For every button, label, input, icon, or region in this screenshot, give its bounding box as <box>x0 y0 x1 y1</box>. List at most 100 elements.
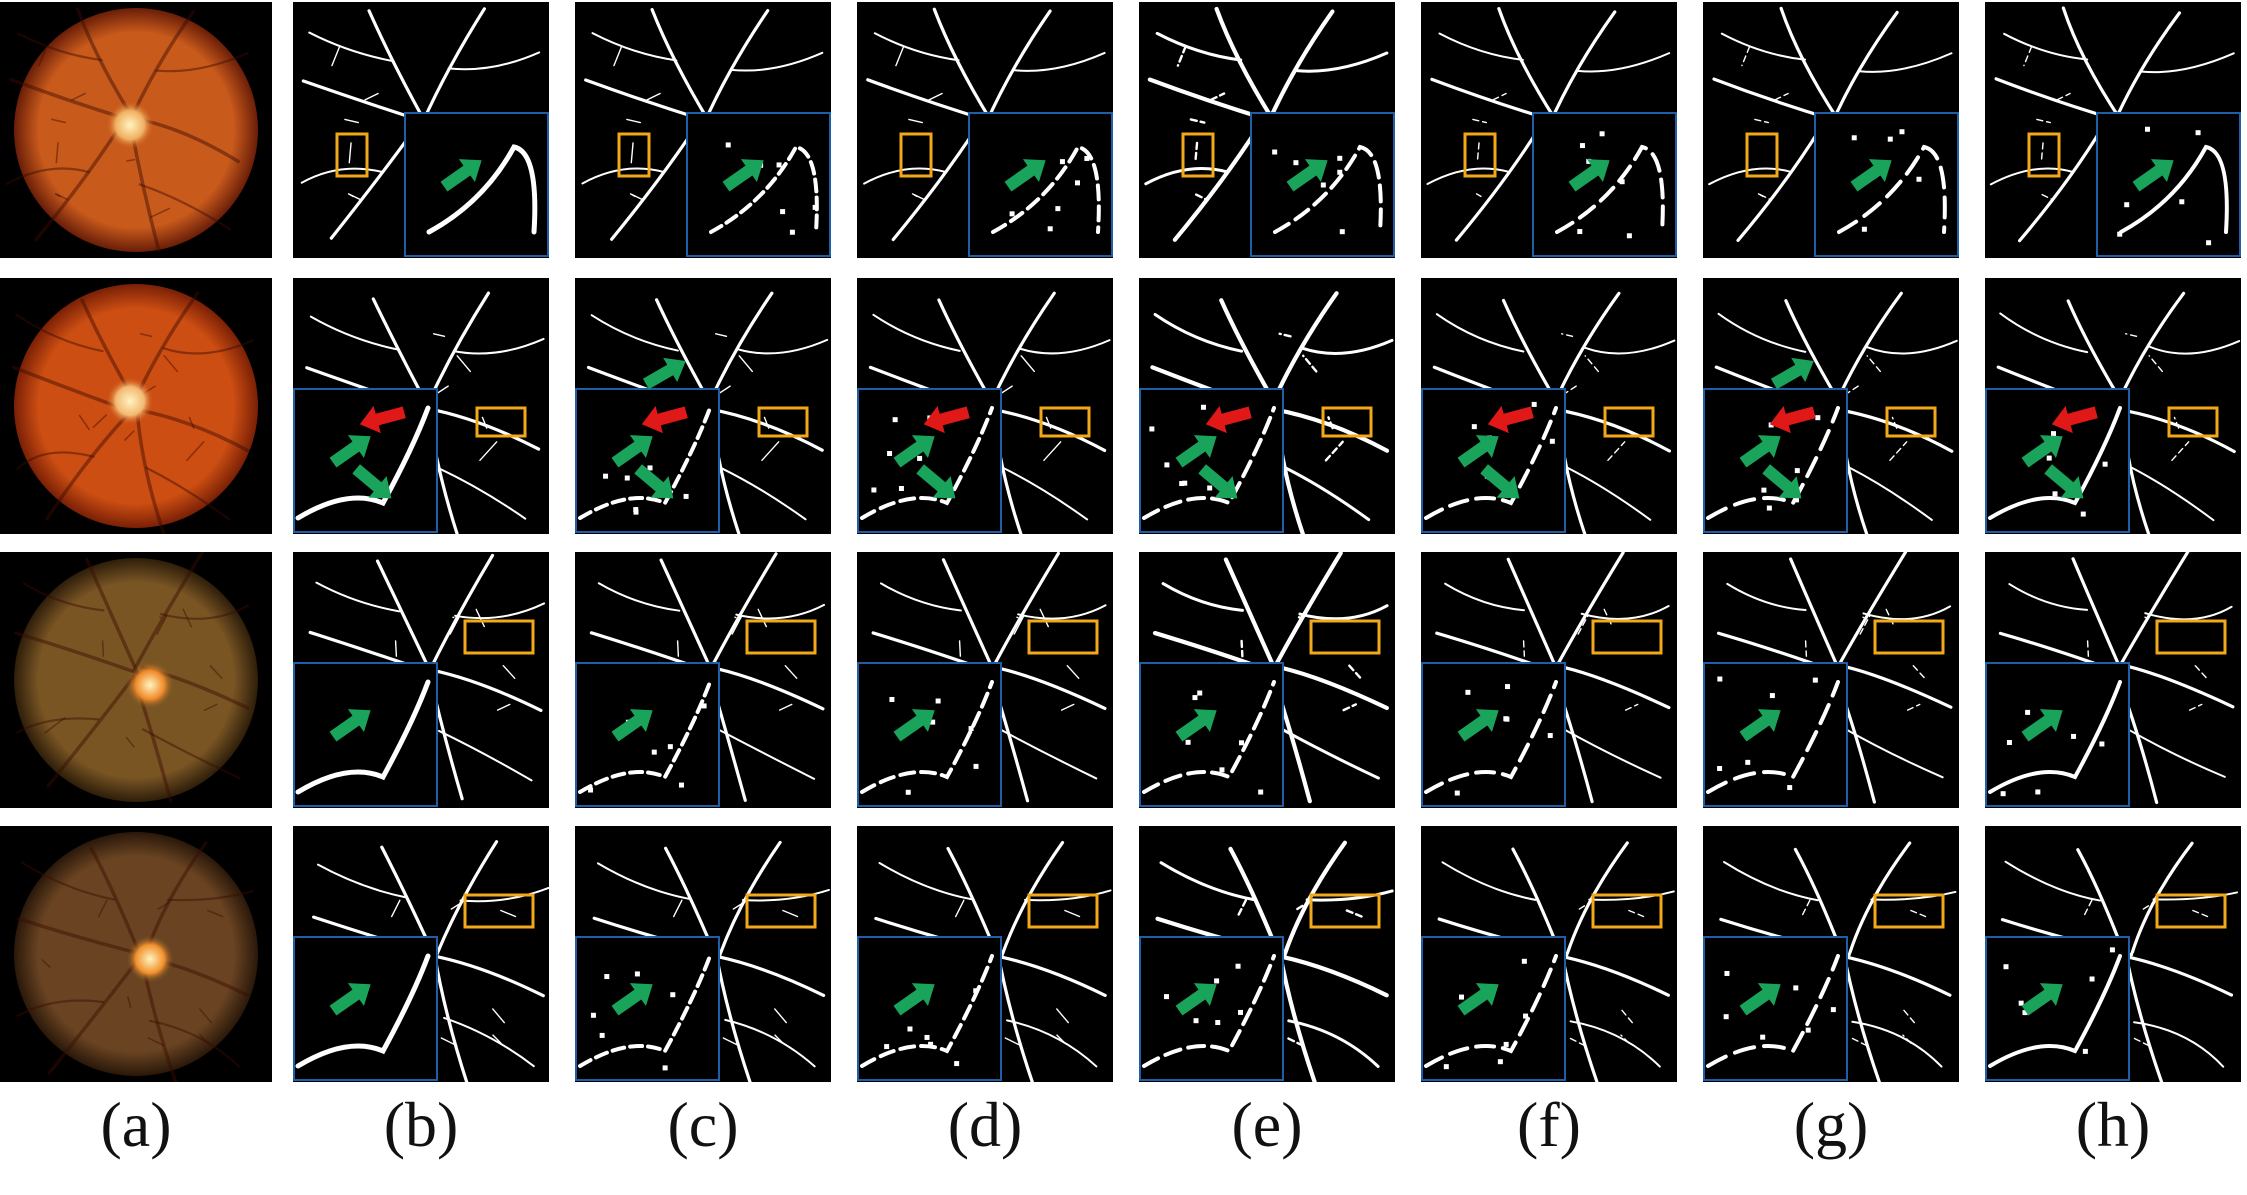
green-arrow <box>611 709 653 742</box>
image-canvas <box>1985 841 2239 1082</box>
image-canvas <box>1426 7 1677 257</box>
highlight-box <box>1873 619 1945 655</box>
highlight-box <box>1309 893 1381 929</box>
vessel-map-row4-col5 <box>1139 826 1395 1082</box>
image-canvas <box>300 7 549 257</box>
vessel-map-row2-col7 <box>1703 278 1959 534</box>
vessel-map-row2-col2 <box>293 278 549 534</box>
image-canvas <box>293 553 546 807</box>
zoom-inset <box>1139 388 1284 533</box>
zoom-inset <box>575 662 720 807</box>
column-label-8: (h) <box>2075 1089 2151 1160</box>
zoom-inset <box>1532 112 1677 257</box>
green-arrow <box>1457 983 1499 1016</box>
image-canvas <box>581 7 831 257</box>
vessel-map-row3-col6 <box>1421 552 1677 808</box>
zoom-inset <box>293 936 438 1081</box>
column-label-4: (d) <box>947 1089 1023 1160</box>
highlight-box <box>1745 132 1779 178</box>
zoom-inset <box>2096 112 2241 257</box>
green-arrow <box>1198 464 1238 499</box>
vessel-map-row2-col6 <box>1421 278 1677 534</box>
zoom-inset <box>1814 112 1959 257</box>
red-arrow <box>2051 406 2098 434</box>
green-arrow <box>1457 435 1499 468</box>
image-canvas <box>1139 291 1394 534</box>
image-canvas <box>1703 291 1958 534</box>
vessel-map-row1-col4 <box>857 2 1113 258</box>
zoom-inset <box>1250 112 1395 257</box>
image-canvas <box>1985 552 2235 807</box>
vessel-map-row3-col5 <box>1139 552 1395 808</box>
green-arrow <box>1762 464 1802 499</box>
image-canvas <box>1421 291 1676 534</box>
green-arrow <box>329 983 371 1016</box>
image-canvas <box>14 832 258 1082</box>
image-canvas <box>575 840 830 1082</box>
highlight-box <box>335 132 369 178</box>
highlight-box <box>463 619 535 655</box>
vessel-map-row4-col4 <box>857 826 1113 1082</box>
green-arrow <box>893 983 935 1016</box>
green-arrow <box>611 435 653 468</box>
image-canvas <box>1708 6 1959 257</box>
image-canvas <box>293 291 545 534</box>
image-canvas <box>857 840 1112 1082</box>
highlight-box <box>2027 132 2061 178</box>
zoom-inset <box>575 936 720 1081</box>
green-arrow <box>893 709 935 742</box>
green-arrow <box>722 159 764 192</box>
vessel-map-row3-col3 <box>575 552 831 808</box>
vessel-map-row3-col7 <box>1703 552 1959 808</box>
image-canvas <box>863 7 1113 257</box>
fundus-image-row1 <box>0 2 272 258</box>
green-arrow <box>2044 464 2084 499</box>
vessel-map-row3-col4 <box>857 552 1113 808</box>
green-arrow <box>1480 464 1520 499</box>
green-arrow <box>893 435 935 468</box>
image-canvas <box>14 552 258 803</box>
green-arrow <box>2021 983 2063 1016</box>
zoom-inset <box>1421 662 1566 807</box>
vessel-map-row1-col8 <box>1985 2 2241 258</box>
vessel-map-row1-col5 <box>1139 2 1395 258</box>
green-arrow <box>916 464 956 499</box>
image-canvas <box>293 840 549 1082</box>
red-arrow <box>1769 406 1816 434</box>
image-canvas <box>1989 6 2241 257</box>
highlight-box <box>2155 619 2227 655</box>
highlight-box <box>475 406 527 438</box>
zoom-inset <box>575 388 720 533</box>
green-arrow <box>1850 159 1892 192</box>
highlight-box <box>1591 619 1663 655</box>
image-canvas <box>11 284 258 534</box>
red-arrow <box>641 406 688 434</box>
green-arrow <box>1739 983 1781 1016</box>
highlight-box <box>1885 406 1937 438</box>
highlight-box <box>463 893 535 929</box>
highlight-box <box>2155 893 2227 929</box>
zoom-inset <box>404 112 549 257</box>
green-arrow <box>1175 709 1217 742</box>
red-arrow <box>923 406 970 434</box>
zoom-inset <box>968 112 1113 257</box>
highlight-box <box>1181 132 1215 178</box>
zoom-inset <box>1703 936 1848 1081</box>
image-canvas <box>1421 841 1675 1082</box>
zoom-inset <box>857 936 1002 1081</box>
green-arrow <box>1739 435 1781 468</box>
column-label-6: (f) <box>1517 1089 1581 1160</box>
green-arrow <box>1739 709 1781 742</box>
fundus-image-row4 <box>0 826 272 1082</box>
green-arrow <box>329 709 371 742</box>
optic-disc <box>106 101 154 149</box>
image-canvas <box>1703 552 1953 807</box>
highlight-box <box>1873 893 1945 929</box>
image-canvas <box>1421 552 1671 807</box>
green-arrow <box>611 983 653 1016</box>
green-arrow <box>1175 435 1217 468</box>
column-label-1: (a) <box>100 1089 172 1160</box>
highlight-box <box>745 893 817 929</box>
vessel-map-row2-col8 <box>1985 278 2241 534</box>
